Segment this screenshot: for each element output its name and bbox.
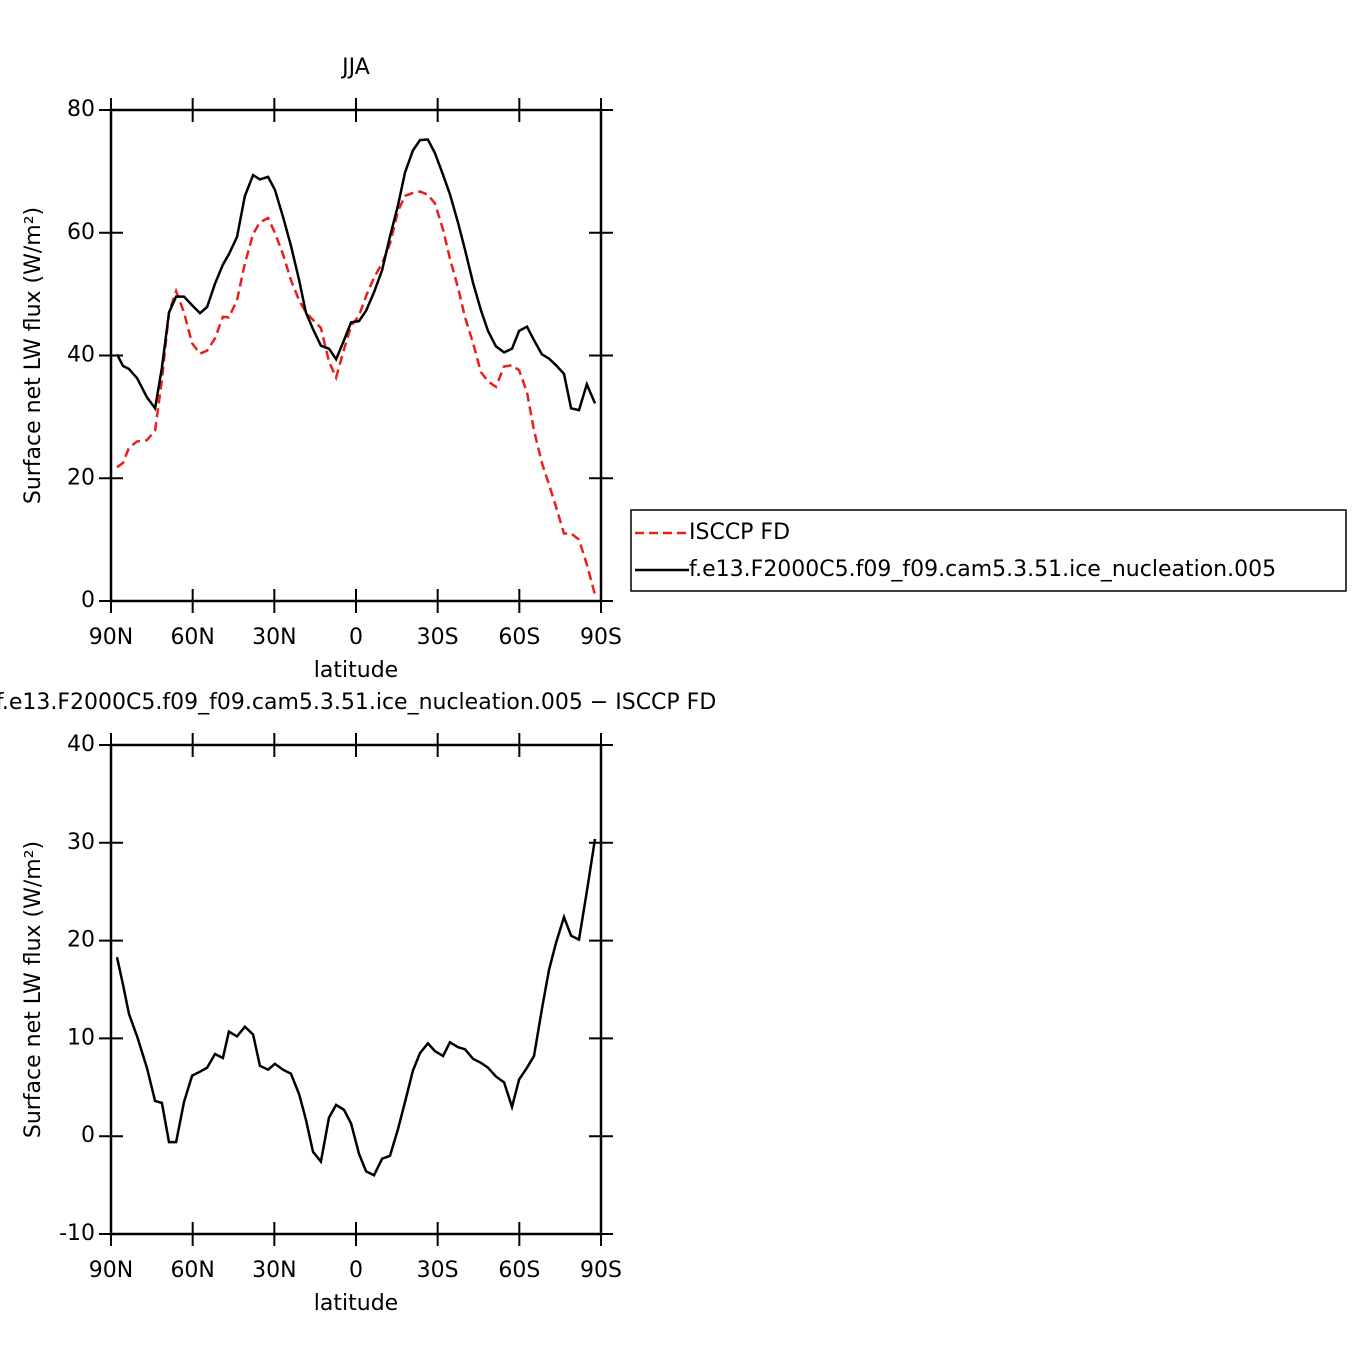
x-tick-label: 90S [580, 625, 622, 650]
x-tick-label: 30S [417, 625, 459, 650]
data-line [115, 838, 597, 1177]
x-tick-label: 90S [580, 1258, 622, 1283]
data-line [115, 138, 597, 412]
y-tick-label: 0 [81, 588, 95, 613]
y-tick-label: 40 [67, 343, 95, 368]
y-tick-label: 10 [67, 1025, 95, 1050]
x-axis-title: latitude [314, 658, 398, 683]
y-tick-label: 80 [67, 97, 95, 122]
x-tick-label: 30N [252, 625, 296, 650]
chart-title: f.e13.F2000C5.f09_f09.cam5.3.51.ice_nucl… [0, 690, 716, 715]
legend-box [630, 509, 1347, 592]
x-tick-label: 90N [89, 625, 133, 650]
legend-label: f.e13.F2000C5.f09_f09.cam5.3.51.ice_nucl… [689, 557, 1276, 582]
y-tick-label: 0 [81, 1123, 95, 1148]
x-tick-label: 0 [349, 625, 363, 650]
x-tick-label: 0 [349, 1258, 363, 1283]
x-axis-title: latitude [314, 1291, 398, 1316]
y-axis-title: Surface net LW flux (W/m²) [21, 841, 46, 1138]
y-tick-label: 30 [67, 830, 95, 855]
legend-label: ISCCP FD [689, 520, 790, 545]
x-tick-label: 60N [170, 625, 214, 650]
plot-frame [109, 743, 603, 1236]
x-tick-label: 30S [417, 1258, 459, 1283]
x-tick-label: 90N [89, 1258, 133, 1283]
x-tick-label: 60N [170, 1258, 214, 1283]
x-tick-label: 60S [498, 625, 540, 650]
y-tick-label: 20 [67, 928, 95, 953]
x-tick-label: 30N [252, 1258, 296, 1283]
y-tick-label: 60 [67, 220, 95, 245]
data-line [116, 190, 597, 596]
y-tick-label: -10 [59, 1221, 95, 1246]
x-tick-label: 60S [498, 1258, 540, 1283]
plot-frame [109, 108, 603, 603]
y-tick-label: 40 [67, 732, 95, 757]
y-axis-title: Surface net LW flux (W/m²) [21, 207, 46, 504]
chart-title: JJA [340, 55, 370, 80]
y-tick-label: 20 [67, 465, 95, 490]
